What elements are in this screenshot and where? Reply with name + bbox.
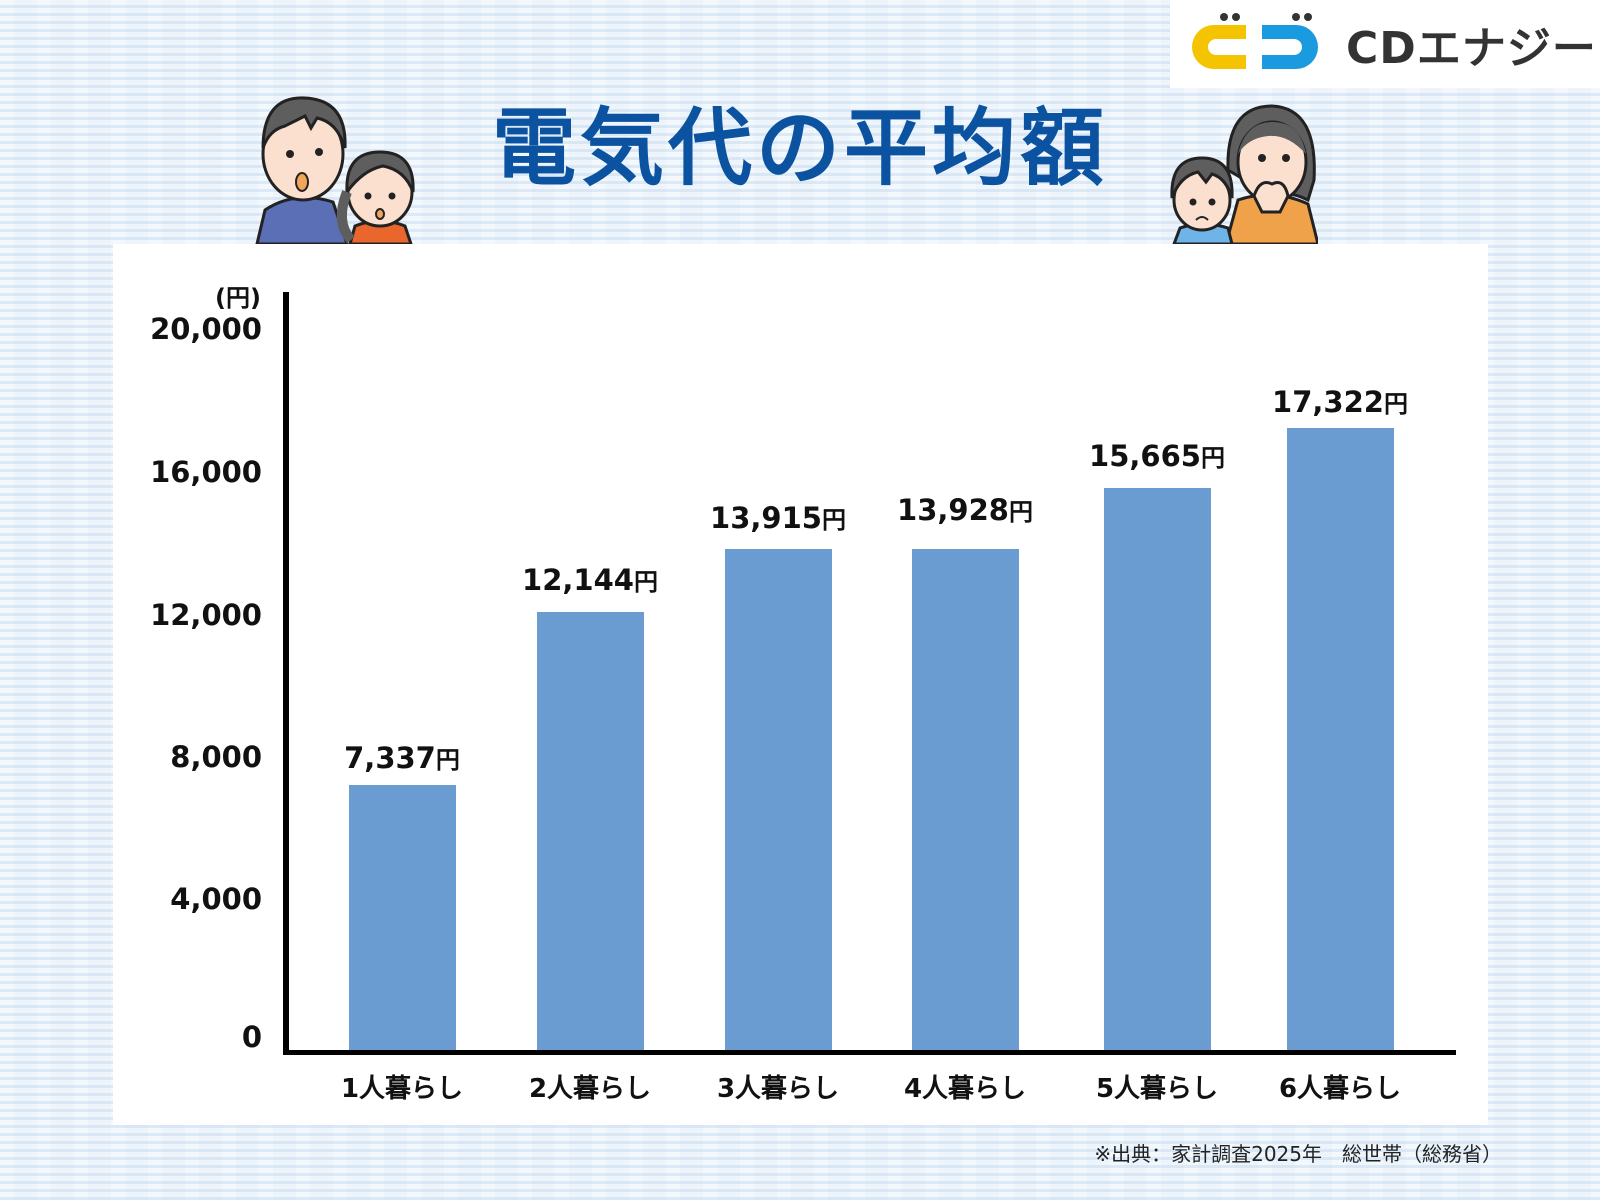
y-tick-label: 20,000 — [150, 312, 262, 346]
bar-5-person — [1104, 488, 1211, 1050]
source-note: ※出典：家計調査2025年 総世帯（総務省） — [1094, 1142, 1502, 1166]
y-tick-label: 8,000 — [170, 740, 262, 774]
y-axis-line — [283, 292, 289, 1055]
x-axis-line — [283, 1050, 1456, 1055]
x-category-label: 1人暮らし — [340, 1074, 464, 1104]
x-category-label: 3人暮らし — [716, 1074, 840, 1104]
bar-value-label: 12,144円 — [522, 563, 658, 597]
mother-son-illustration — [1168, 100, 1320, 248]
y-axis-unit: (円) — [215, 284, 261, 312]
bar-4-person — [912, 549, 1019, 1050]
y-tick-label: 4,000 — [170, 882, 262, 916]
x-category-label: 6人暮らし — [1278, 1074, 1402, 1104]
page-title: 電気代の平均額 — [491, 99, 1108, 197]
bar-2-person — [537, 612, 644, 1050]
bar-value-label: 13,915円 — [710, 501, 846, 535]
x-category-label: 4人暮らし — [903, 1074, 1027, 1104]
logo-mark-icon — [1184, 9, 1332, 79]
brand-logo: CDエナジー — [1170, 0, 1600, 88]
bar-value-label: 13,928円 — [897, 493, 1033, 527]
x-category-label: 5人暮らし — [1095, 1074, 1219, 1104]
bar-value-label: 15,665円 — [1089, 439, 1225, 473]
x-category-label: 2人暮らし — [528, 1074, 652, 1104]
logo-text: CDエナジー — [1346, 23, 1597, 74]
bar-1-person — [349, 785, 456, 1050]
bar-value-label: 17,322円 — [1272, 385, 1408, 419]
y-tick-label: 16,000 — [150, 455, 262, 489]
y-tick-label: 0 — [241, 1020, 262, 1054]
y-tick-label: 12,000 — [150, 598, 262, 632]
bar-3-person — [725, 549, 832, 1050]
bar-6-person — [1287, 428, 1394, 1050]
father-daughter-illustration — [255, 92, 425, 248]
bar-value-label: 7,337円 — [344, 741, 460, 775]
